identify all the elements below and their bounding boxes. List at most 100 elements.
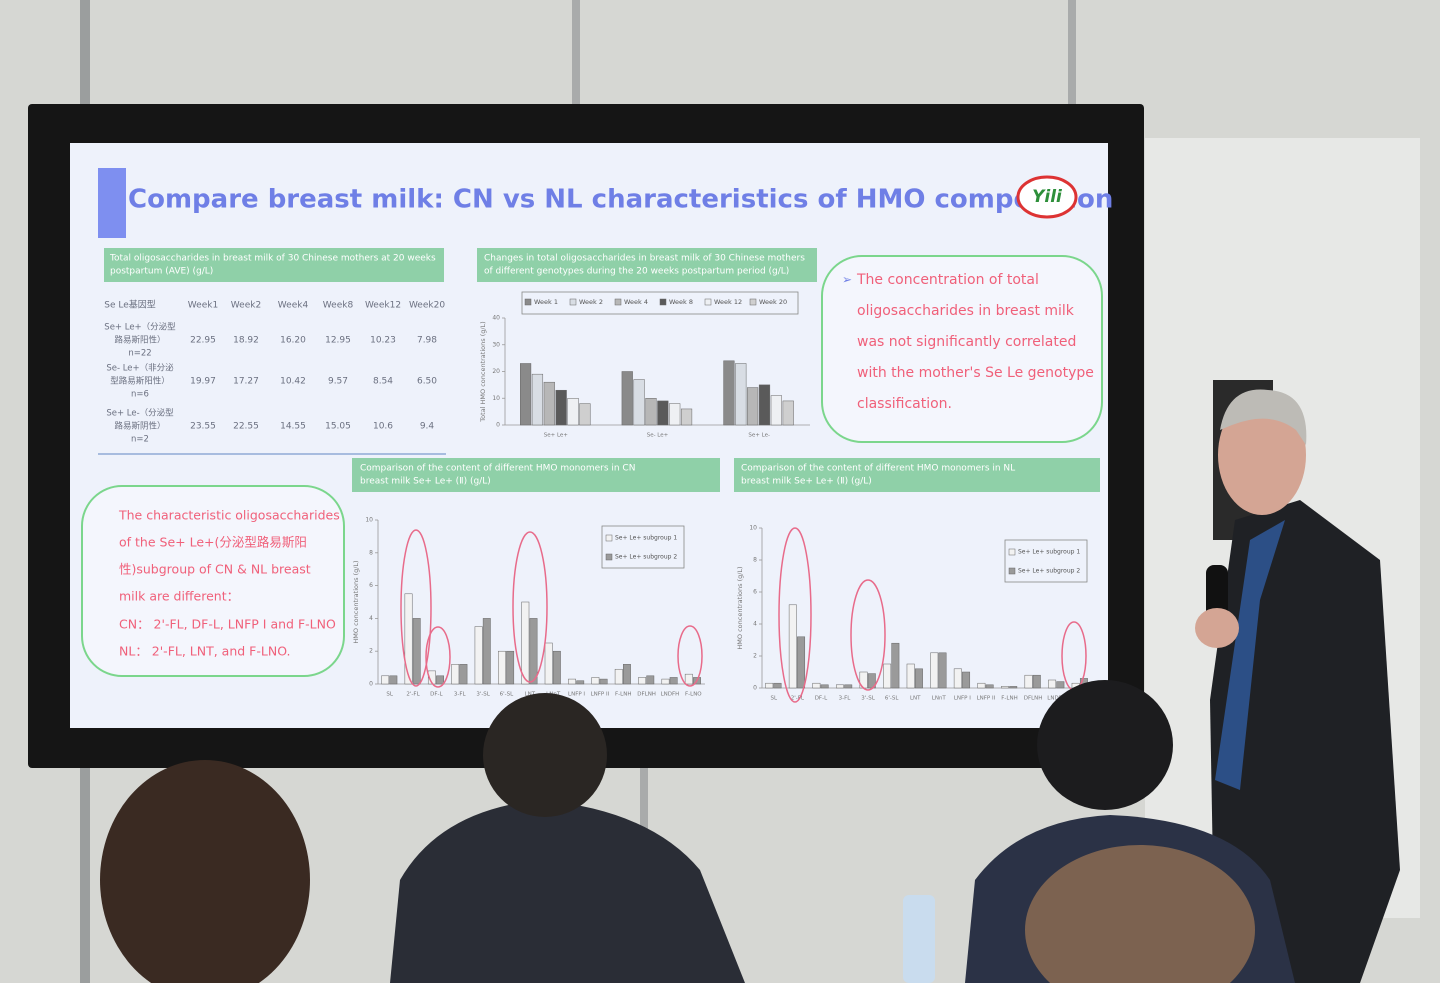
caption-bar bbox=[104, 248, 444, 282]
table-cell: 10.23 bbox=[370, 336, 396, 346]
y-tick-label: 2 bbox=[753, 653, 757, 660]
y-tick-label: 10 bbox=[749, 525, 757, 532]
table-cell: 6.50 bbox=[417, 377, 437, 387]
bar bbox=[1024, 674, 1033, 689]
legend-swatch bbox=[605, 553, 613, 561]
bar bbox=[938, 652, 947, 689]
y-tick-label: 2 bbox=[369, 648, 373, 655]
y-axis-label: HMO concentrations (g/L) bbox=[352, 560, 360, 643]
x-tick-label: F-LNH bbox=[1001, 696, 1017, 702]
legend-label: Week 12 bbox=[714, 298, 742, 306]
table-header: Week12 bbox=[365, 301, 401, 311]
y-tick-label: 8 bbox=[753, 557, 757, 564]
legend-swatch bbox=[1008, 567, 1016, 575]
audience-head bbox=[1025, 845, 1255, 983]
bar bbox=[579, 403, 591, 426]
bar bbox=[820, 684, 829, 689]
table-cell: 16.20 bbox=[280, 336, 306, 346]
x-tick-label: LNFP II bbox=[591, 692, 610, 698]
bar bbox=[891, 642, 900, 689]
x-tick-label: LNFP II bbox=[977, 696, 996, 702]
x-tick-label: LNDFH bbox=[661, 692, 680, 698]
legend-label: Week 1 bbox=[534, 298, 558, 306]
bar bbox=[684, 673, 693, 685]
legend-swatch bbox=[614, 298, 622, 306]
bar bbox=[412, 618, 421, 685]
x-tick-label: 2'-FL bbox=[791, 696, 805, 702]
characteristic-text: The characteristic oligosaccharides bbox=[118, 508, 340, 523]
bar bbox=[645, 398, 657, 426]
bar bbox=[498, 650, 506, 685]
bar bbox=[555, 389, 567, 426]
characteristic-nl: NL： 2'-FL, LNT, and F-LNO. bbox=[119, 644, 291, 659]
bar bbox=[567, 398, 579, 426]
bar bbox=[529, 618, 538, 685]
chart-caption: breast milk Se+ Le+ (Ⅱ) (g/L) bbox=[741, 477, 872, 487]
legend-box bbox=[601, 525, 685, 569]
bar bbox=[621, 371, 633, 426]
bar bbox=[661, 678, 670, 685]
bar bbox=[906, 663, 915, 689]
x-tick-label: DF-L bbox=[430, 692, 443, 698]
x-tick-label: SL bbox=[386, 692, 393, 698]
bar bbox=[930, 652, 939, 689]
bar bbox=[506, 650, 515, 685]
legend-swatch bbox=[749, 298, 757, 306]
bar bbox=[1032, 674, 1041, 689]
table-cell: 19.97 bbox=[190, 377, 216, 387]
bar bbox=[669, 677, 678, 685]
table-caption: Total oligosaccharides in breast milk of… bbox=[109, 254, 436, 264]
bar bbox=[521, 601, 530, 685]
x-tick-label: LNFP I bbox=[568, 692, 585, 698]
x-tick-label: 2'-FL bbox=[406, 692, 420, 698]
highlights bbox=[400, 527, 1087, 703]
legend-label: Week 4 bbox=[624, 298, 648, 306]
bar bbox=[459, 664, 468, 685]
chart-caption: Changes in total oligosaccharides in bre… bbox=[484, 254, 805, 264]
bar bbox=[646, 675, 655, 685]
x-tick-label: LNFP I bbox=[954, 696, 971, 702]
bar bbox=[568, 678, 576, 685]
table-cell: 7.98 bbox=[417, 336, 437, 346]
table-header: Se Le基因型 bbox=[104, 299, 156, 311]
table-genotype: n=6 bbox=[131, 390, 149, 400]
x-tick-label: 3'-SL bbox=[861, 696, 875, 702]
bar bbox=[985, 684, 994, 689]
y-tick-label: 4 bbox=[753, 621, 757, 628]
bar bbox=[773, 682, 782, 689]
legend-swatch bbox=[605, 534, 613, 542]
legend-label: Se+ Le+ subgroup 1 bbox=[1018, 549, 1080, 556]
legend-label: Week 8 bbox=[669, 298, 693, 306]
bar bbox=[633, 379, 645, 426]
bar bbox=[758, 384, 771, 426]
bar bbox=[543, 381, 555, 426]
table-caption: postpartum (AVE) (g/L) bbox=[110, 267, 213, 277]
bar bbox=[474, 626, 483, 685]
bar bbox=[770, 395, 782, 426]
x-tick-label: SL bbox=[771, 696, 778, 702]
bar bbox=[883, 663, 892, 689]
chart-caption: Comparison of the content of different H… bbox=[360, 464, 635, 474]
table-genotype: 路易斯阴性） bbox=[114, 421, 165, 432]
x-tick-label: 6'-SL bbox=[500, 692, 514, 698]
y-tick-label: 0 bbox=[753, 685, 757, 692]
x-tick-label: Se+ Le+ bbox=[544, 433, 569, 439]
legend-swatch bbox=[524, 298, 532, 306]
table-cell: 22.95 bbox=[190, 336, 216, 346]
bar bbox=[953, 668, 962, 689]
y-axis-label: Total HMO concentrations (g/L) bbox=[479, 321, 487, 422]
conclusion-box bbox=[821, 255, 1103, 443]
x-tick-label: F-LNH bbox=[615, 692, 631, 698]
x-tick-label: DF-L bbox=[815, 696, 828, 702]
bar bbox=[482, 618, 491, 685]
table-genotype: n=22 bbox=[128, 349, 151, 359]
table-cell: 15.05 bbox=[325, 422, 351, 432]
x-tick-label: LNT bbox=[910, 696, 921, 702]
bar bbox=[812, 682, 821, 689]
table-genotype: Se- Le+（非分泌 bbox=[106, 363, 174, 374]
y-tick-label: 0 bbox=[369, 681, 373, 688]
bar bbox=[723, 360, 735, 426]
y-tick-label: 6 bbox=[369, 582, 373, 589]
chart-caption: of different genotypes during the 20 wee… bbox=[484, 267, 789, 277]
logo: Yili bbox=[1032, 187, 1063, 207]
